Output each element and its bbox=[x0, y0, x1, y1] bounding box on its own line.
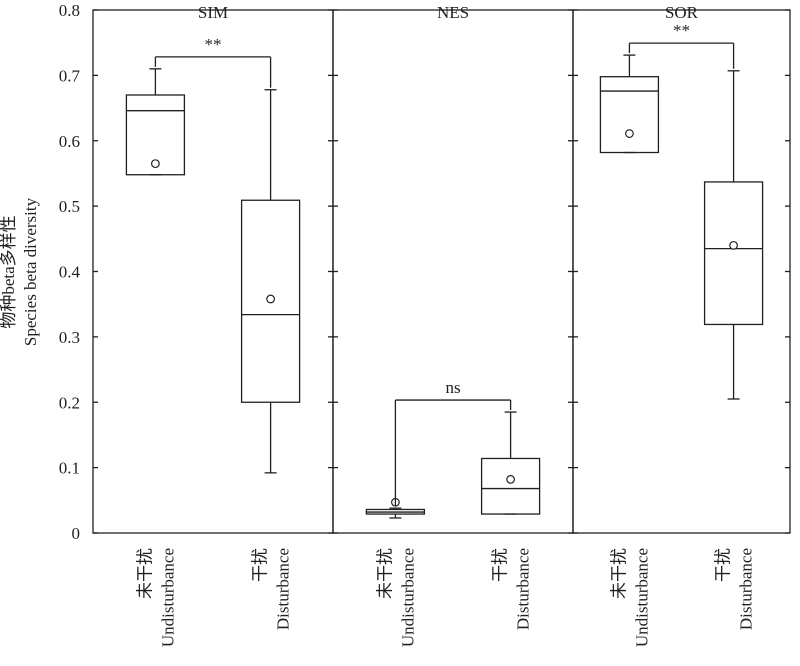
significance-label: ** bbox=[205, 35, 222, 54]
significance-bracket: ** bbox=[154, 35, 272, 88]
category-label-cn: 干扰 bbox=[251, 548, 270, 582]
panel-frame bbox=[332, 9, 574, 534]
panel-title: SIM bbox=[198, 3, 228, 22]
panel-nes: NES 未干扰 Undisturbance 干扰 Disturbance ns bbox=[332, 3, 574, 647]
box bbox=[480, 457, 541, 515]
box bbox=[240, 199, 301, 403]
mean-marker bbox=[729, 240, 738, 250]
significance-label: ns bbox=[445, 378, 460, 397]
y-tick-label: 0 bbox=[72, 524, 81, 543]
y-tick-label: 0.1 bbox=[59, 459, 80, 478]
category-label-cn: 未干扰 bbox=[135, 548, 154, 599]
panel-sor: SOR 未干扰 Undisturbance 干扰 Disturbance ** bbox=[572, 3, 791, 647]
box-group: 未干扰 Undisturbance bbox=[365, 497, 426, 647]
significance-bracket: ns bbox=[394, 378, 512, 507]
y-tick-label: 0.5 bbox=[59, 197, 80, 216]
y-axis-title: 物种beta多样性 Species beta diversity bbox=[0, 197, 40, 346]
box bbox=[125, 94, 186, 176]
category-label-en: Undisturbance bbox=[632, 548, 651, 647]
category-label-en: Undisturbance bbox=[398, 548, 417, 647]
category-label-cn: 未干扰 bbox=[375, 548, 394, 599]
box bbox=[703, 181, 764, 326]
y-axis-ticks: 0 0.1 0.2 0.3 0.4 0.5 0.6 0.7 0.8 bbox=[59, 1, 81, 543]
significance-label: ** bbox=[673, 21, 690, 40]
category-label-en: Disturbance bbox=[514, 548, 533, 630]
box bbox=[599, 76, 660, 154]
y-tick-label: 0.2 bbox=[59, 393, 80, 412]
box-group: 未干扰 Undisturbance bbox=[599, 54, 660, 647]
mean-marker bbox=[150, 159, 160, 169]
category-label-cn: 干扰 bbox=[491, 548, 510, 582]
category-label-cn: 干扰 bbox=[714, 548, 733, 582]
panel-title: SOR bbox=[665, 3, 699, 22]
mean-marker bbox=[506, 474, 516, 484]
panel-frame bbox=[92, 9, 334, 534]
category-label-cn: 未干扰 bbox=[609, 548, 628, 599]
y-tick-label: 0.6 bbox=[59, 132, 80, 151]
box-group: 干扰 Disturbance bbox=[703, 70, 764, 630]
box-group: 干扰 Disturbance bbox=[480, 411, 541, 630]
box-group: 干扰 Disturbance bbox=[240, 89, 301, 630]
category-label-en: Disturbance bbox=[274, 548, 293, 630]
panel-frame bbox=[572, 9, 791, 534]
category-label-en: Undisturbance bbox=[158, 548, 177, 647]
panel-sim: SIM 未干扰 Undisturbance 干扰 Disturbance ** bbox=[92, 3, 334, 647]
y-tick-label: 0.4 bbox=[59, 263, 81, 282]
y-tick-label: 0.8 bbox=[59, 1, 80, 20]
category-label-en: Disturbance bbox=[737, 548, 756, 630]
y-tick-label: 0.3 bbox=[59, 328, 80, 347]
mean-marker bbox=[266, 294, 276, 304]
mean-marker bbox=[625, 129, 634, 138]
box-group: 未干扰 Undisturbance bbox=[125, 68, 186, 647]
y-axis-label-cn: 物种beta多样性 bbox=[0, 215, 18, 328]
y-tick-label: 0.7 bbox=[59, 66, 81, 85]
significance-bracket: ** bbox=[628, 21, 735, 69]
y-axis-label-en: Species beta diversity bbox=[21, 197, 40, 346]
panel-title: NES bbox=[437, 3, 469, 22]
